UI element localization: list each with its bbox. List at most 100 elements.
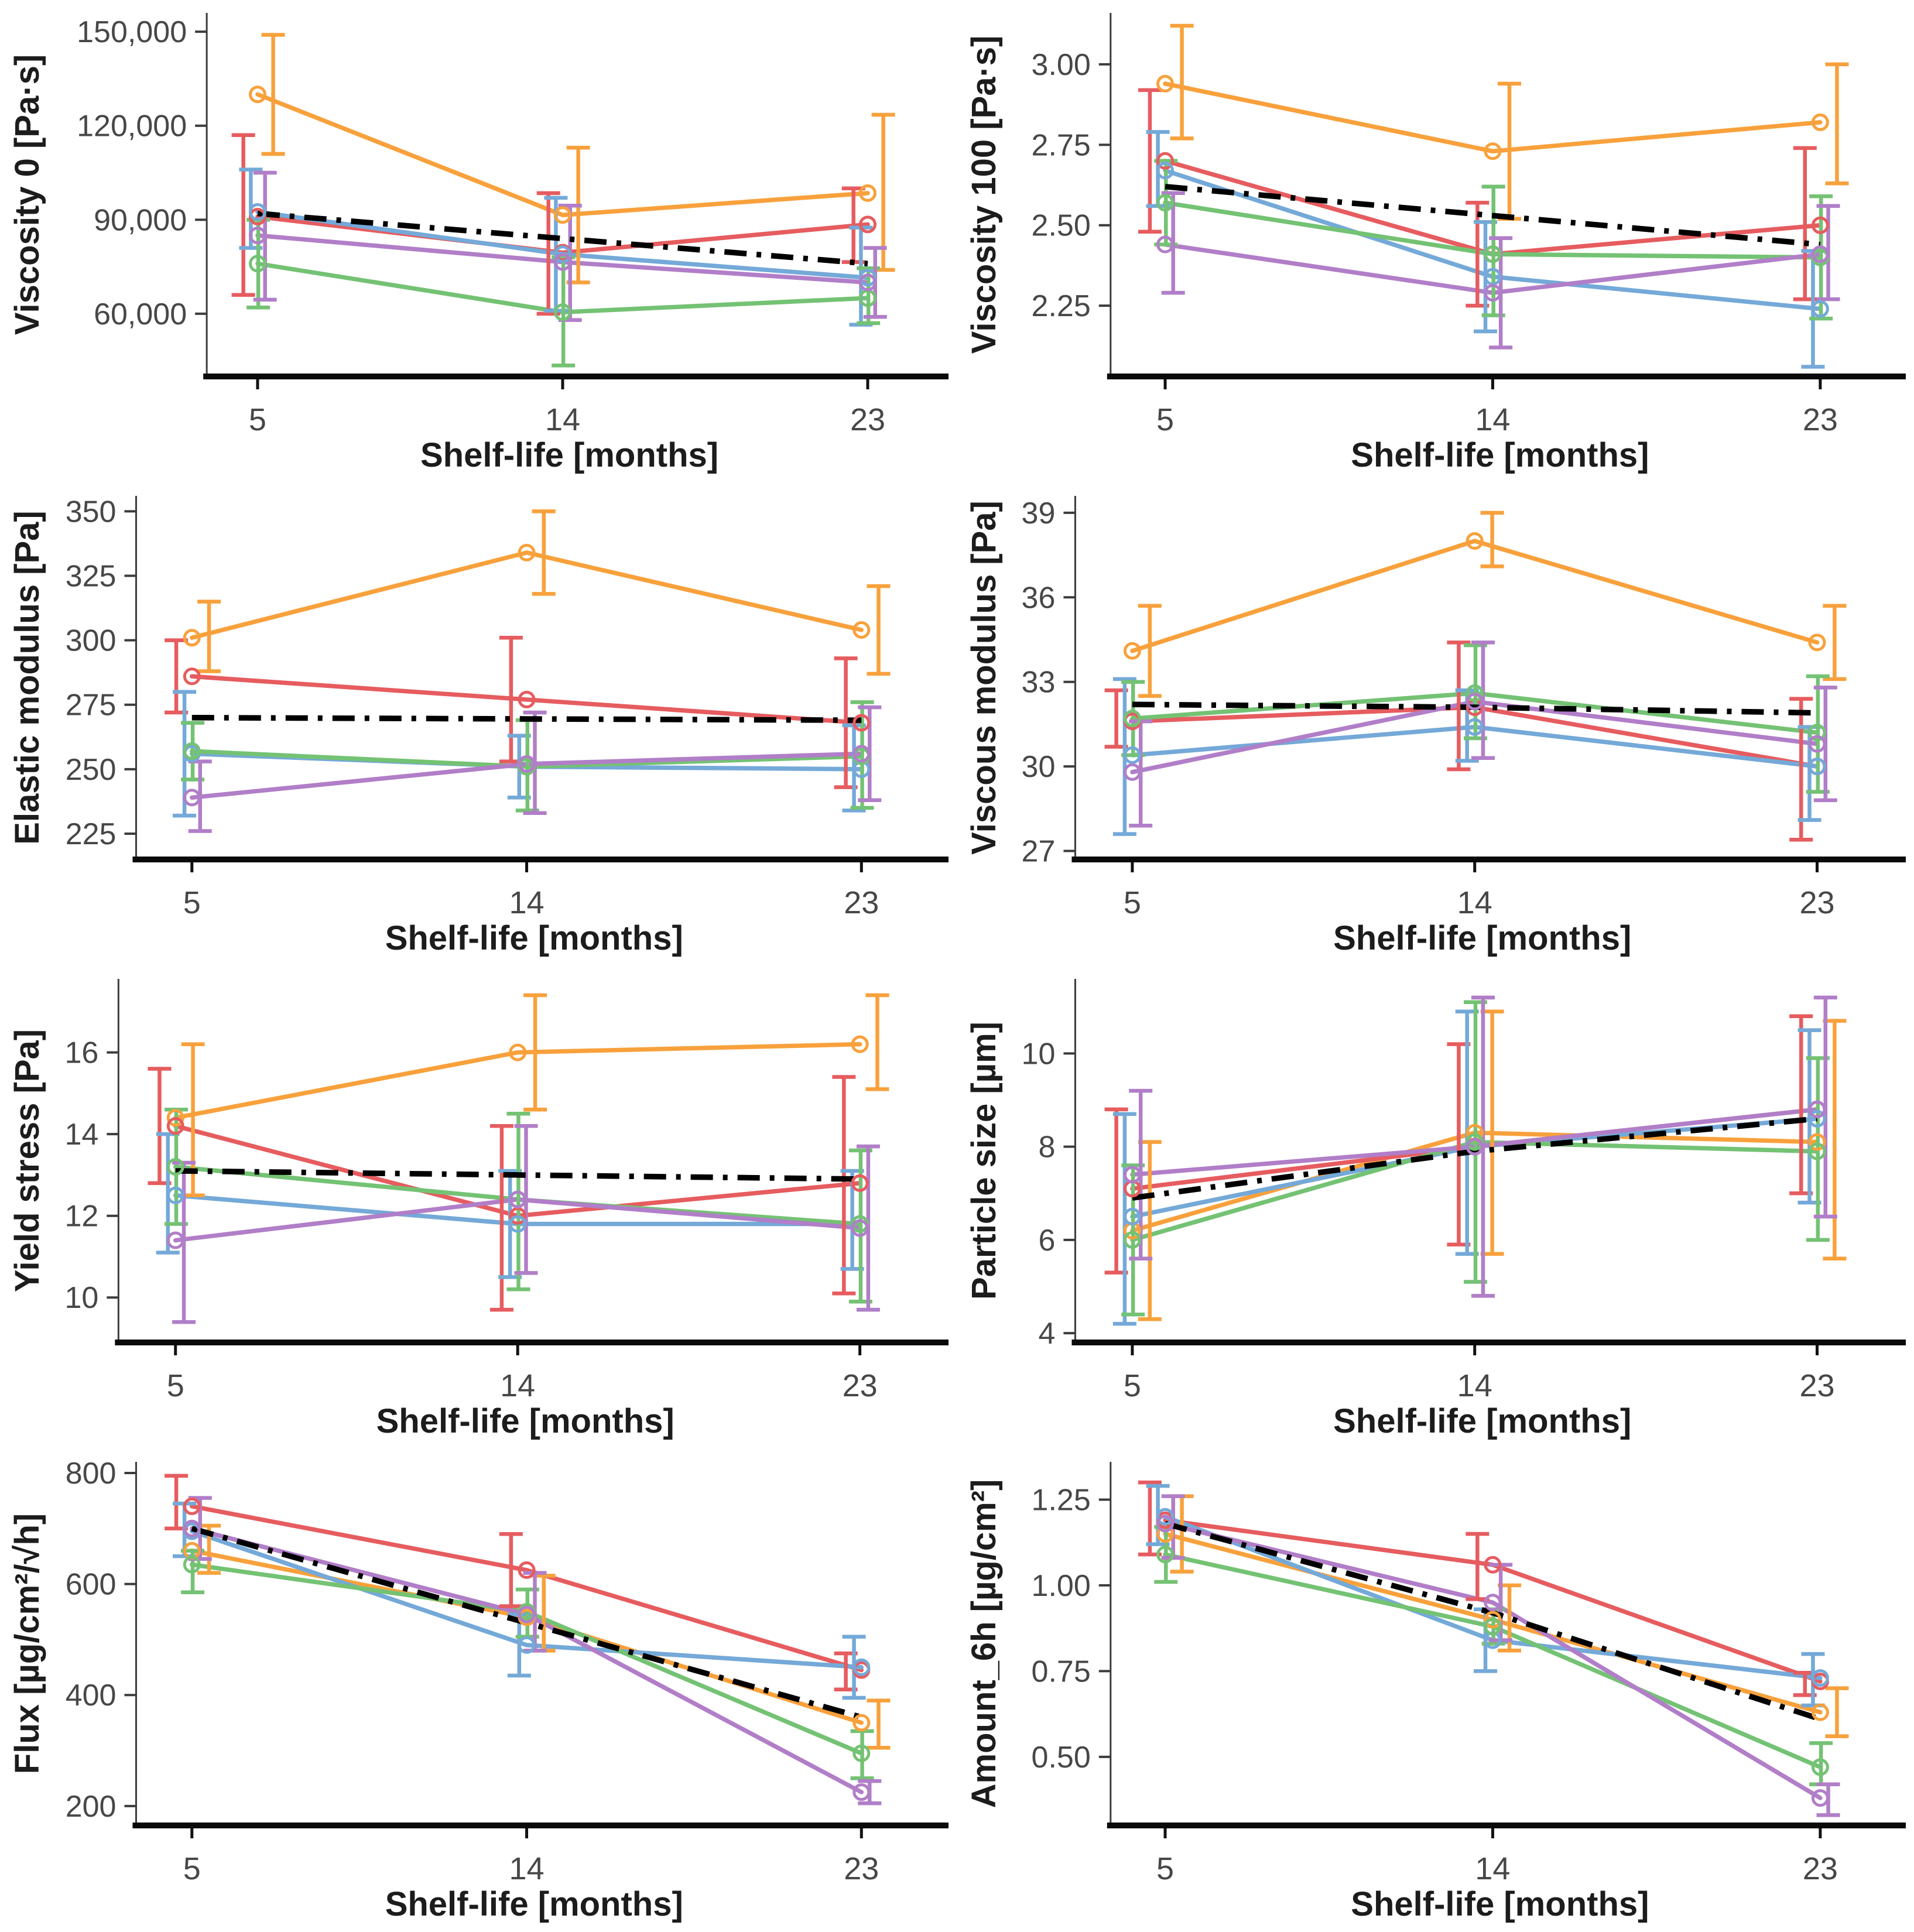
y-tick-label: 300 (66, 624, 117, 658)
y-axis-title: Viscous modulus [Pa] (965, 501, 1003, 855)
marker-orange (1808, 633, 1826, 652)
x-tick-label: 5 (167, 1368, 184, 1403)
marker-purple (553, 253, 571, 271)
y-tick-label: 225 (66, 817, 117, 851)
series-line-orange (255, 92, 870, 218)
y-axis-title: Viscosity 0 [Pa·s] (8, 54, 46, 335)
y-tick-label: 1.00 (1032, 1569, 1091, 1603)
marker-green (248, 255, 266, 273)
y-axis-title: Yield stress [Pa] (8, 1029, 46, 1292)
marker-purple (1156, 1515, 1175, 1533)
y-axis-title: Elastic modulus [Pa] (8, 511, 46, 844)
x-axis-title: Shelf-life [months] (385, 919, 683, 957)
chart-yield-stress: 10 12 14 16 5 14 23 Shelf-life [months] Yield st… (0, 966, 957, 1449)
x-tick-label: 5 (183, 885, 201, 920)
marker-purple (183, 789, 201, 807)
marker-green (852, 1744, 871, 1762)
y-tick-label: 275 (66, 688, 117, 722)
y-tick-label: 10 (64, 1281, 98, 1315)
y-tick-label: 0.75 (1032, 1654, 1091, 1688)
trend-line (1132, 1116, 1817, 1201)
marker-blue (1808, 1109, 1826, 1128)
marker-blue (518, 1636, 536, 1654)
marker-purple (183, 1519, 201, 1537)
marker-red (1484, 1556, 1502, 1574)
marker-orange (553, 206, 571, 224)
marker-purple (1123, 763, 1141, 781)
x-tick-label: 14 (509, 1851, 544, 1886)
y-axis-title: Particle size [µm] (965, 1022, 1003, 1300)
marker-blue (509, 1215, 527, 1233)
marker-purple (859, 273, 877, 292)
y-tick-label: 2.75 (1032, 128, 1091, 162)
series-line-red (190, 674, 864, 725)
marker-purple (518, 1605, 536, 1623)
series-line-orange (1163, 81, 1823, 154)
x-tick-label: 14 (509, 885, 544, 920)
y-axis-title: Amount_6h [µg/cm²] (965, 1479, 1003, 1808)
series-line-orange (1130, 539, 1820, 653)
trend-line (191, 715, 862, 723)
trend-line (257, 210, 868, 267)
x-tick-label: 23 (1799, 885, 1834, 920)
y-tick-label: 120,000 (77, 109, 187, 143)
chart-viscosity-100: 2.25 2.50 2.75 3.00 5 14 23 Shelf-life [months]… (957, 0, 1914, 483)
x-tick-label: 23 (850, 402, 885, 437)
marker-purple (1484, 1594, 1502, 1612)
marker-orange (1123, 642, 1141, 660)
marker-blue (248, 203, 266, 221)
x-tick-label: 23 (844, 885, 879, 920)
chart-elastic-modulus: 225 250 275 300 325 350 5 14 23 Shelf-life [month… (0, 483, 957, 966)
marker-orange (1484, 142, 1502, 160)
y-tick-label: 200 (66, 1790, 117, 1824)
marker-purple (166, 1231, 184, 1249)
marker-orange (1808, 1133, 1826, 1151)
marker-purple (509, 1190, 527, 1208)
marker-purple (1808, 735, 1826, 753)
marker-blue (1156, 1508, 1175, 1526)
marker-orange (166, 1109, 184, 1127)
marker-orange (1811, 1703, 1829, 1721)
marker-orange (851, 1035, 869, 1053)
y-tick-label: 350 (66, 495, 117, 529)
marker-red (183, 667, 201, 686)
marker-purple (1808, 1100, 1826, 1118)
marker-green (1123, 1231, 1141, 1249)
chart-canvas-particle-size: 4 6 8 10 5 14 23 Shelf-life [months] Particle si… (965, 979, 1906, 1440)
marker-orange (518, 543, 536, 561)
x-tick-label: 14 (1475, 1851, 1510, 1886)
chart-amount-6h: 0.50 0.75 1.00 1.25 5 14 23 Shelf-life [months]… (957, 1449, 1914, 1932)
marker-orange (248, 85, 266, 104)
x-tick-label: 23 (843, 1368, 878, 1403)
y-tick-label: 60,000 (94, 297, 187, 331)
y-tick-label: 36 (1022, 581, 1056, 615)
y-tick-label: 800 (66, 1457, 117, 1491)
marker-purple (1466, 1138, 1484, 1156)
y-tick-label: 400 (66, 1678, 117, 1712)
marker-green (1484, 245, 1502, 263)
marker-purple (1484, 284, 1502, 302)
marker-blue (1123, 746, 1141, 764)
marker-orange (1466, 532, 1484, 550)
marker-green (1123, 710, 1141, 728)
x-tick-label: 14 (1457, 885, 1492, 920)
marker-purple (1811, 245, 1829, 263)
y-tick-label: 6 (1038, 1224, 1055, 1258)
x-tick-label: 5 (1156, 402, 1174, 437)
marker-green (183, 742, 201, 761)
x-tick-label: 23 (1803, 1851, 1838, 1886)
trend-line (175, 1168, 860, 1182)
x-tick-label: 14 (500, 1368, 535, 1403)
marker-green (166, 1157, 184, 1176)
marker-orange (1811, 113, 1829, 131)
x-tick-label: 23 (1803, 402, 1838, 437)
series-line-purple (1163, 1521, 1823, 1800)
y-tick-label: 14 (64, 1118, 98, 1152)
y-tick-label: 90,000 (94, 203, 187, 237)
marker-blue (553, 245, 571, 263)
marker-blue (1811, 300, 1829, 318)
y-tick-label: 10 (1022, 1037, 1056, 1071)
marker-red (518, 690, 536, 708)
x-axis-title: Shelf-life [months] (1333, 1402, 1631, 1440)
chart-canvas-viscosity-0: 60,000 90,000 120,000 150,000 5 14 23 Shelf-lif… (8, 13, 949, 474)
